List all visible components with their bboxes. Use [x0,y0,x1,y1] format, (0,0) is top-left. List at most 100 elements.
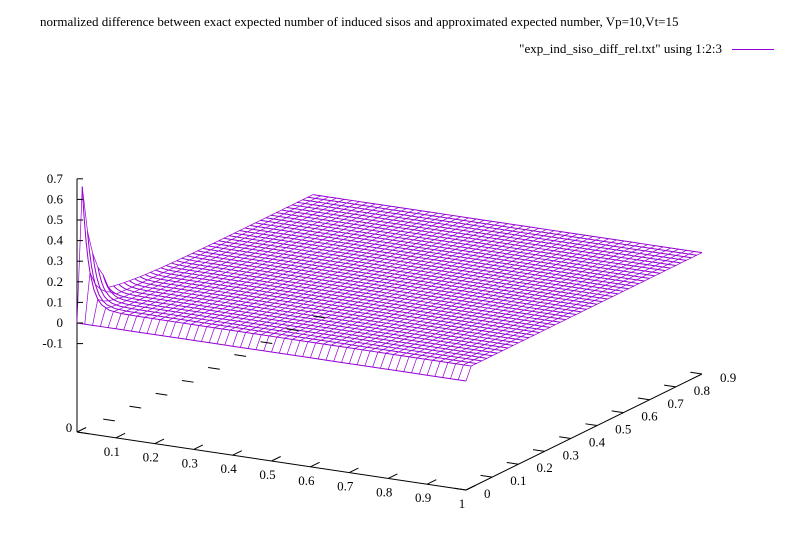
surface-line-x-0 [76,186,314,324]
y-tick-label: 0.9 [720,370,736,385]
surface-line-x-34 [341,233,578,363]
surface-line-x-20 [232,217,469,347]
x-tick-mark [387,473,398,479]
y-tick-mark-inner [260,341,273,345]
surface-line-x-26 [278,224,516,354]
surface-line-x-2 [92,196,329,326]
x-tick-mark [349,467,359,474]
surface-line-x-5 [115,200,353,329]
z-tick-label: 0.5 [47,212,63,227]
surface-line-x-18 [216,215,454,344]
surface-line-x-9 [146,204,384,334]
surface-line-x-30 [310,229,547,358]
y-tick-mark [664,384,676,388]
y-tick-mark [559,436,571,439]
surface-line-x-4 [107,198,345,328]
y-tick-mark-inner [103,418,115,422]
surface-line-x-28 [294,226,531,356]
y-tick-mark [506,461,519,465]
z-tick-label: 0 [57,315,64,330]
surface-line-x-8 [138,203,376,333]
y-tick-mark [454,487,467,491]
surface-line-x-14 [185,210,423,340]
surface-line-x-37 [364,237,602,367]
surface-line-x-22 [247,219,485,349]
surface-line-x-11 [162,207,399,336]
surface-line-x-25 [271,223,508,353]
y-tick-mark-inner [129,405,142,409]
surface-line-x-15 [193,211,430,341]
surface-line-x-1 [84,195,321,325]
x-tick-label: 0.6 [298,473,315,488]
y-tick-mark-inner [286,328,299,332]
y-tick-mark-inner [234,354,247,357]
surface-line-x-32 [325,231,563,361]
surface-line-x-49 [457,251,695,380]
x-tick-label: 0 [66,420,73,435]
y-tick-mark-inner [208,367,220,370]
x-tick-mark [310,461,320,468]
y-tick-label: 0.6 [641,409,658,424]
x-tick-mark [193,444,204,450]
surface-line-x-46 [434,247,672,377]
surface-line-x-47 [442,248,679,378]
x-tick-mark [232,450,242,456]
y-tick-mark [585,423,598,427]
surface-line-x-6 [123,201,360,331]
x-tick-label: 0.5 [259,467,275,482]
surface-line-x-10 [154,205,391,335]
legend-swatch [732,48,774,50]
surface-line-x-31 [317,230,555,360]
x-tick-mark [426,479,437,485]
surface-line-x-23 [255,221,493,350]
y-tick-mark [690,371,703,375]
surface-line-x-42 [403,243,640,372]
surface-line-x-33 [333,232,570,362]
chart-title: normalized difference between exact expe… [40,14,679,29]
y-tick-label: 0.4 [589,434,606,449]
x-tick-mark [154,438,165,445]
y-tick-mark-inner [181,379,194,383]
surface-line-x-7 [131,202,368,332]
legend: "exp_ind_siso_diff_rel.txt" using 1:2:3 [519,41,774,57]
legend-label: "exp_ind_siso_diff_rel.txt" using 1:2:3 [519,41,722,56]
surface-line-x-44 [418,245,656,375]
surface-line-x-21 [240,218,477,348]
surface-line-x-39 [380,239,617,369]
z-tick-label: -0.1 [42,336,63,351]
y-tick-label: 0.3 [563,447,579,462]
surface-line-x-27 [286,225,524,355]
y-tick-label: 0.7 [668,396,685,411]
z-tick-label: 0.4 [47,233,64,248]
surface-line-x-38 [372,238,609,368]
y-tick-label: 0.8 [694,383,710,398]
x-tick-label: 0.1 [104,444,120,459]
surface-line-x-35 [348,234,586,364]
x-tick-label: 0.4 [220,461,237,476]
surface-line-x-24 [263,222,500,351]
z-tick-label: 0.7 [47,171,64,186]
y-tick-mark-inner [312,315,325,319]
surface-line-x-19 [224,216,461,346]
surface-line-x-36 [356,236,594,365]
x-tick-label: 0.2 [143,450,159,465]
surface-line-x-3 [100,197,337,327]
x-tick-label: 0.7 [337,479,354,494]
y-tick-mark [637,397,650,401]
y-axis-line [465,373,703,491]
y-tick-label: 0 [484,486,491,501]
z-tick-label: 0.1 [47,294,63,309]
y-tick-label: 0.1 [510,473,526,488]
surface-line-x-50 [465,252,703,382]
surface-line-x-12 [170,208,407,338]
surface-line-x-40 [387,240,625,370]
surface-line-x-43 [411,244,648,373]
surface-line-x-13 [177,209,415,339]
z-tick-label: 0.2 [47,274,63,289]
x-tick-label: 0.9 [415,490,431,505]
z-tick-label: 0.6 [47,191,64,206]
y-tick-mark [532,449,545,452]
surface-line-x-41 [395,241,633,371]
